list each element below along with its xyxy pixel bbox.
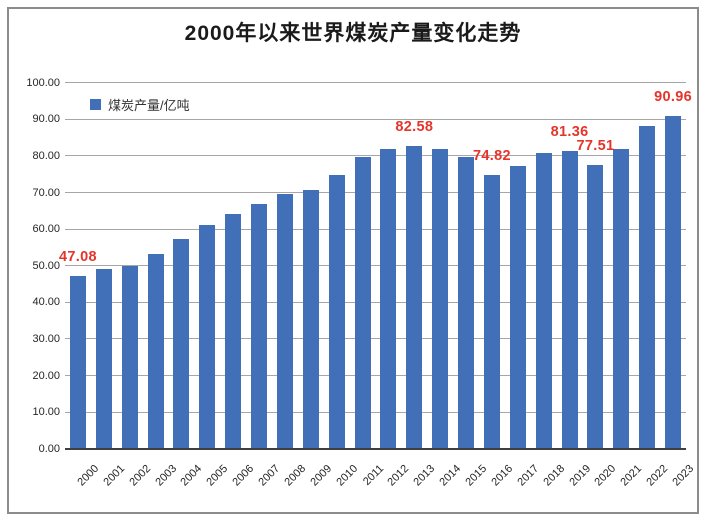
bar [225,213,242,449]
data-label: 47.08 [59,249,97,266]
bar [199,225,216,449]
y-tick-label: 0.00 [38,442,60,455]
bar [380,148,397,449]
gridline [65,155,686,157]
gridline [65,118,686,120]
legend-label: 煤炭产量/亿吨 [108,98,190,113]
bar [639,125,656,449]
y-tick-label: 80.00 [32,149,60,162]
y-tick-label: 100.00 [26,76,60,89]
gridline [65,192,686,193]
bar [95,269,112,449]
gridline [65,265,686,267]
bar [613,148,630,449]
bar [147,253,164,449]
gridline [65,82,686,84]
bar [354,156,371,449]
bar [561,150,578,449]
gridline [65,338,686,340]
gridline [65,375,686,376]
y-tick-label: 60.00 [32,223,60,236]
legend: 煤炭产量/亿吨 [90,95,190,114]
legend-marker-icon [90,99,101,110]
data-label: 82.58 [395,119,434,136]
bar [276,194,293,449]
bar [251,204,268,449]
x-axis-line [65,447,686,450]
y-tick-label: 40.00 [32,296,60,309]
bar [69,276,86,449]
data-label: 90.96 [654,88,692,105]
bar [406,146,423,449]
bar [509,165,526,449]
chart-title: 2000年以来世界煤炭产量变化走势 [184,22,522,45]
data-label: 74.82 [473,147,511,164]
bar [328,175,345,449]
bar [535,152,552,449]
bar [458,156,475,449]
data-label: 81.36 [550,123,589,140]
y-tick-label: 70.00 [32,186,60,199]
gridline [65,411,686,413]
bar [432,148,449,449]
bar [173,238,190,449]
bar [302,189,319,449]
y-tick-label: 30.00 [32,332,60,345]
gridline [65,301,686,303]
y-tick-label: 20.00 [32,369,60,382]
bar [665,115,682,449]
bar [483,174,500,449]
y-tick-label: 90.00 [32,113,60,126]
y-tick-label: 10.00 [32,406,60,419]
y-tick-label: 50.00 [32,259,60,272]
bar [121,266,138,449]
data-label: 77.51 [576,138,615,154]
gridline [65,228,686,230]
bar [587,165,604,449]
